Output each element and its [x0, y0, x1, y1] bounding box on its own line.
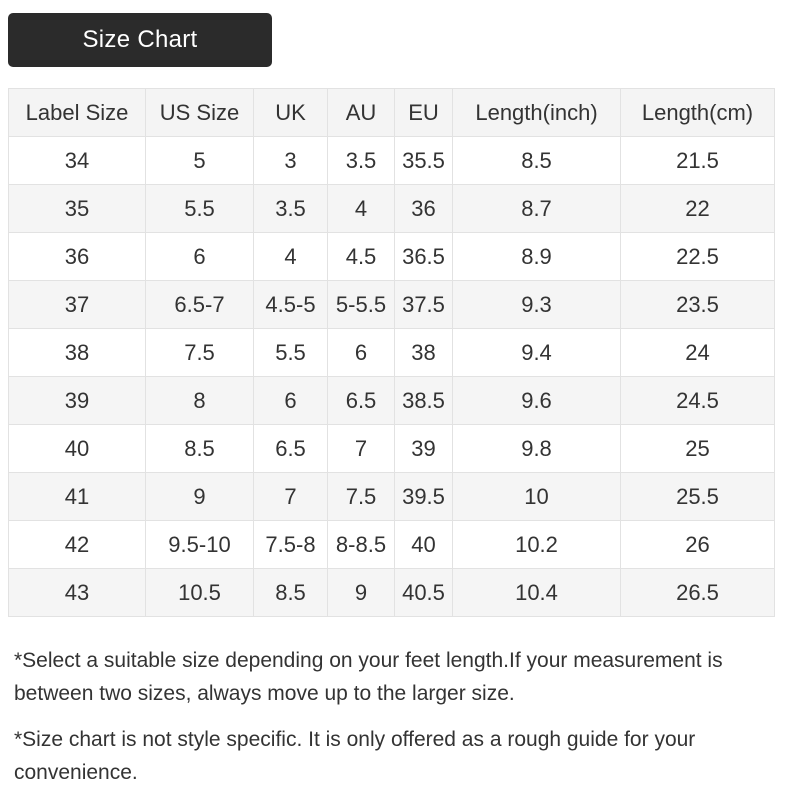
table-cell: 38	[394, 328, 453, 377]
size-chart-table: Label Size US Size UK AU EU Length(inch) Lengt…	[8, 88, 775, 617]
table-cell: 25.5	[620, 472, 775, 521]
table-cell: 5.5	[145, 184, 254, 233]
table-cell: 4.5	[327, 232, 395, 281]
table-cell: 5	[145, 136, 254, 185]
table-cell: 9.3	[452, 280, 621, 329]
table-cell: 24.5	[620, 376, 775, 425]
table-cell: 6.5	[253, 424, 328, 473]
table-row: 37 6.5-7 4.5-5 5-5.5 37.5 9.3 23.5	[8, 280, 775, 329]
table-cell: 40	[394, 520, 453, 569]
table-cell: 34	[8, 136, 146, 185]
table-cell: 36.5	[394, 232, 453, 281]
table-cell: 39	[8, 376, 146, 425]
table-cell: 4	[327, 184, 395, 233]
table-cell: 9.4	[452, 328, 621, 377]
table-cell: 42	[8, 520, 146, 569]
table-cell: 8.7	[452, 184, 621, 233]
table-cell: 26	[620, 520, 775, 569]
table-cell: 22.5	[620, 232, 775, 281]
table-cell: 7	[253, 472, 328, 521]
table-cell: 4	[253, 232, 328, 281]
table-cell: 25	[620, 424, 775, 473]
table-cell: 9	[327, 568, 395, 617]
table-cell: 3.5	[253, 184, 328, 233]
table-cell: 8.5	[145, 424, 254, 473]
table-cell: 7.5	[327, 472, 395, 521]
table-cell: 40	[8, 424, 146, 473]
table-body: 34 5 3 3.5 35.5 8.5 21.5 35 5.5 3.5 4 36 8.7 22 36 6 4 4.…	[8, 136, 775, 617]
table-cell: 10.2	[452, 520, 621, 569]
table-cell: 23.5	[620, 280, 775, 329]
table-cell: 9.8	[452, 424, 621, 473]
table-row: 41 9 7 7.5 39.5 10 25.5	[8, 472, 775, 521]
table-cell: 8	[145, 376, 254, 425]
column-header: AU	[327, 88, 395, 137]
table-cell: 40.5	[394, 568, 453, 617]
table-cell: 8.9	[452, 232, 621, 281]
table-cell: 21.5	[620, 136, 775, 185]
table-row: 34 5 3 3.5 35.5 8.5 21.5	[8, 136, 775, 185]
table-cell: 10.5	[145, 568, 254, 617]
table-cell: 37	[8, 280, 146, 329]
table-cell: 6	[253, 376, 328, 425]
table-row: 39 8 6 6.5 38.5 9.6 24.5	[8, 376, 775, 425]
note-fit-guidance: *Select a suitable size depending on you…	[14, 649, 723, 705]
table-cell: 9.5-10	[145, 520, 254, 569]
table-cell: 26.5	[620, 568, 775, 617]
table-cell: 8.5	[452, 136, 621, 185]
column-header: US Size	[145, 88, 254, 137]
table-header-row: Label Size US Size UK AU EU Length(inch) Lengt…	[8, 88, 775, 137]
table-row: 43 10.5 8.5 9 40.5 10.4 26.5	[8, 568, 775, 617]
column-header: UK	[253, 88, 328, 137]
table-cell: 41	[8, 472, 146, 521]
table-cell: 7.5-8	[253, 520, 328, 569]
table-cell: 35	[8, 184, 146, 233]
column-header: Length(cm)	[620, 88, 775, 137]
table-cell: 36	[394, 184, 453, 233]
table-row: 36 6 4 4.5 36.5 8.9 22.5	[8, 232, 775, 281]
table-cell: 39.5	[394, 472, 453, 521]
size-chart-button[interactable]: Size Chart	[8, 13, 272, 67]
note-disclaimer: *Size chart is not style specific. It is…	[14, 728, 696, 784]
table-cell: 7	[327, 424, 395, 473]
table-cell: 38.5	[394, 376, 453, 425]
table-row: 35 5.5 3.5 4 36 8.7 22	[8, 184, 775, 233]
table-cell: 10	[452, 472, 621, 521]
column-header: Length(inch)	[452, 88, 621, 137]
table-cell: 6	[145, 232, 254, 281]
table-cell: 24	[620, 328, 775, 377]
table-row: 40 8.5 6.5 7 39 9.8 25	[8, 424, 775, 473]
column-header: Label Size	[8, 88, 146, 137]
table-cell: 5-5.5	[327, 280, 395, 329]
table-cell: 9	[145, 472, 254, 521]
table-cell: 4.5-5	[253, 280, 328, 329]
table-cell: 36	[8, 232, 146, 281]
table-cell: 8-8.5	[327, 520, 395, 569]
table-cell: 6.5	[327, 376, 395, 425]
table-cell: 37.5	[394, 280, 453, 329]
table-cell: 39	[394, 424, 453, 473]
table-cell: 43	[8, 568, 146, 617]
table-cell: 38	[8, 328, 146, 377]
table-row: 38 7.5 5.5 6 38 9.4 24	[8, 328, 775, 377]
table-cell: 6.5-7	[145, 280, 254, 329]
table-cell: 7.5	[145, 328, 254, 377]
table-cell: 5.5	[253, 328, 328, 377]
table-cell: 3	[253, 136, 328, 185]
table-cell: 9.6	[452, 376, 621, 425]
table-cell: 22	[620, 184, 775, 233]
table-cell: 10.4	[452, 568, 621, 617]
size-chart-table-container: Label Size US Size UK AU EU Length(inch) Lengt…	[8, 88, 775, 617]
table-cell: 6	[327, 328, 395, 377]
table-cell: 35.5	[394, 136, 453, 185]
table-row: 42 9.5-10 7.5-8 8-8.5 40 10.2 26	[8, 520, 775, 569]
column-header: EU	[394, 88, 453, 137]
table-cell: 3.5	[327, 136, 395, 185]
table-cell: 8.5	[253, 568, 328, 617]
notes-section: *Select a suitable size depending on you…	[14, 644, 772, 789]
